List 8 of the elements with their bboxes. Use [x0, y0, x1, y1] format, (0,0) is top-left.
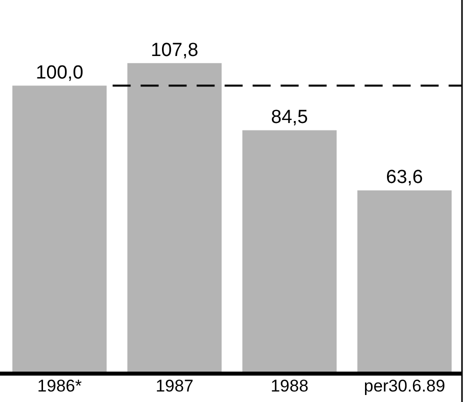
data-label: 107,8 — [150, 40, 198, 61]
x-tick-label: 1986* — [37, 376, 82, 396]
data-label: 100,0 — [36, 62, 84, 84]
x-tick-label: 1987 — [156, 376, 194, 396]
data-label: 63,6 — [386, 167, 423, 188]
data-label: 84,5 — [271, 106, 308, 128]
x-tick-label: 1988 — [270, 376, 308, 396]
x-tick-label: per30.6.89 — [364, 376, 446, 396]
